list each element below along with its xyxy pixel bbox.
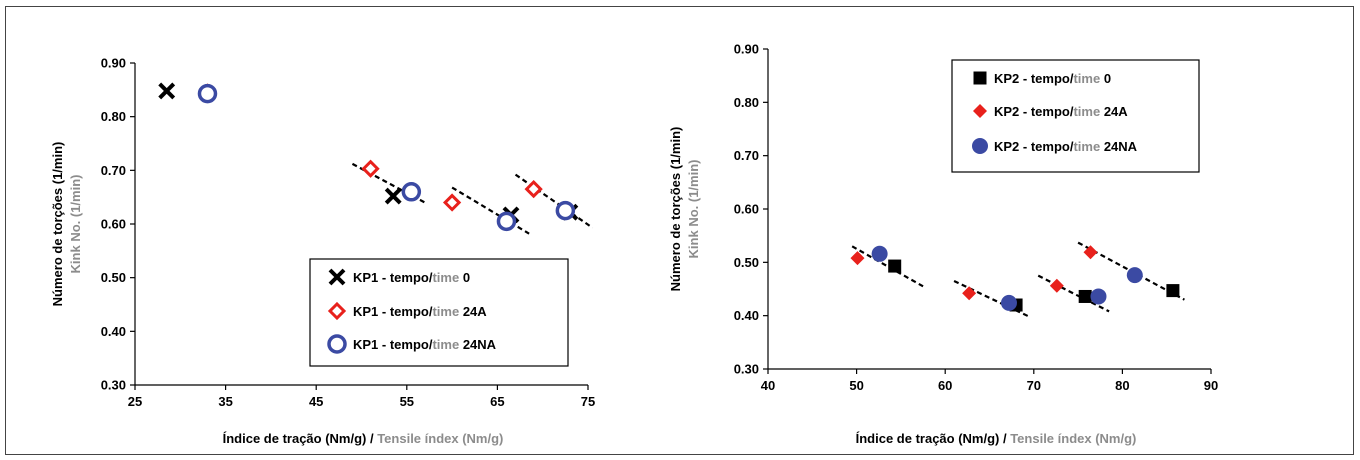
legend-entry-main: KP1 - tempo/ xyxy=(353,304,433,319)
legend-entry-accent: time xyxy=(432,304,459,319)
legend-entry-main: KP2 - tempo/ xyxy=(994,71,1074,86)
legend-entry-tail: 24NA xyxy=(459,337,496,352)
x-tick-label: 45 xyxy=(309,394,323,409)
x-tick-label: 75 xyxy=(581,394,595,409)
legend-entry-accent: time xyxy=(432,270,459,285)
y-tick-label: 0.40 xyxy=(734,308,759,323)
legend-entry-tail: 0 xyxy=(459,270,470,285)
legend-box xyxy=(951,59,1200,173)
legend-entry: KP1 - tempo/time 24A xyxy=(353,304,487,319)
y-axis-label-pt: Número de torções (1/min) xyxy=(668,127,683,292)
x-axis-label: Índice de tração (Nm/g) / Tensile índex … xyxy=(223,431,504,446)
data-point xyxy=(496,211,517,232)
legend-entry-tail: 24A xyxy=(459,304,487,319)
data-point xyxy=(401,182,422,202)
data-point xyxy=(384,187,402,205)
y-tick-label: 0.80 xyxy=(101,109,126,124)
x-tick-label: 60 xyxy=(938,378,952,393)
y-axis-label-pt: Número de torções (1/min) xyxy=(50,142,65,307)
legend-entry-main: KP2 - tempo/ xyxy=(994,104,1074,119)
legend-marker xyxy=(327,334,347,354)
data-point xyxy=(871,245,888,262)
legend-entry-tail: 24A xyxy=(1100,104,1128,119)
x-tick-label: 50 xyxy=(849,378,863,393)
legend-entry-main: KP1 - tempo/ xyxy=(353,337,433,352)
legend-marker xyxy=(327,301,347,321)
data-point xyxy=(1083,245,1098,260)
y-tick-label: 0.30 xyxy=(101,378,126,393)
legend-marker xyxy=(973,104,987,118)
legend-marker xyxy=(972,138,988,154)
legend-marker xyxy=(973,71,987,85)
x-axis-label: Índice de tração (Nm/g) / Tensile índex … xyxy=(856,431,1137,446)
y-tick-label: 0.60 xyxy=(734,202,759,217)
data-point xyxy=(962,286,977,301)
y-axis-label-en: Kink No. (1/min) xyxy=(686,160,701,259)
data-point xyxy=(1000,294,1017,311)
x-tick-label: 70 xyxy=(1027,378,1041,393)
y-tick-label: 0.50 xyxy=(734,255,759,270)
x-tick-label: 90 xyxy=(1204,378,1218,393)
legend-entry-accent: time xyxy=(432,337,459,352)
legend-entry-accent: time xyxy=(1073,71,1100,86)
data-point xyxy=(1078,289,1092,303)
legend-entry: KP2 - tempo/time 0 xyxy=(994,71,1111,86)
data-point xyxy=(442,193,462,212)
figure-frame xyxy=(5,6,1354,455)
x-tick-label: 35 xyxy=(218,394,232,409)
x-tick-label: 40 xyxy=(761,378,775,393)
legend-entry: KP2 - tempo/time 24NA xyxy=(994,139,1138,154)
y-tick-label: 0.70 xyxy=(734,148,759,163)
x-axis-label-pt: Índice de tração (Nm/g) / xyxy=(223,431,378,446)
x-tick-label: 25 xyxy=(128,394,142,409)
data-point xyxy=(524,179,543,199)
legend-entry: KP2 - tempo/time 24A xyxy=(994,104,1128,119)
y-tick-label: 0.80 xyxy=(734,95,759,110)
data-point xyxy=(1126,267,1143,284)
legend-marker xyxy=(328,268,346,286)
data-point xyxy=(361,159,380,178)
legend-entry-accent: time xyxy=(1073,139,1100,154)
chart-kp2: 0.30 0.40 0.50 0.60 0.70 0.80 0.90 40 50 60 70 80 90… xyxy=(668,42,1218,447)
data-point xyxy=(1090,288,1107,305)
data-point xyxy=(888,259,902,273)
y-tick-label: 0.90 xyxy=(101,56,126,71)
y-tick-label: 0.30 xyxy=(734,362,759,377)
data-point xyxy=(850,251,865,266)
y-tick-label: 0.50 xyxy=(101,270,126,285)
chart-kp1: 0.30 0.40 0.50 0.60 0.70 0.80 0.90 25 35 45 55 65 75… xyxy=(50,56,595,447)
legend-box xyxy=(309,258,569,367)
x-tick-label: 80 xyxy=(1115,378,1129,393)
legend-entry-accent: time xyxy=(1073,104,1100,119)
legend-entry-tail: 0 xyxy=(1100,71,1111,86)
data-point xyxy=(1166,284,1180,298)
trendline xyxy=(451,186,530,235)
y-tick-label: 0.40 xyxy=(101,324,126,339)
y-tick-label: 0.90 xyxy=(734,42,759,57)
data-point xyxy=(158,82,176,100)
x-tick-label: 65 xyxy=(490,394,504,409)
trendline xyxy=(1037,274,1110,313)
legend-entry-main: KP2 - tempo/ xyxy=(994,139,1074,154)
legend-entry: KP1 - tempo/time 24NA xyxy=(353,337,497,352)
trendline xyxy=(851,245,924,288)
x-axis-label-en: Tensile índex (Nm/g) xyxy=(1010,431,1136,446)
y-axis-label-en: Kink No. (1/min) xyxy=(68,175,83,274)
legend-entry-main: KP1 - tempo/ xyxy=(353,270,433,285)
y-tick-label: 0.60 xyxy=(101,217,126,232)
x-tick-label: 55 xyxy=(400,394,414,409)
legend-entry: KP1 - tempo/time 0 xyxy=(353,270,470,285)
data-point xyxy=(197,83,218,104)
x-axis-label-pt: Índice de tração (Nm/g) / xyxy=(856,431,1011,446)
legend-entry-tail: 24NA xyxy=(1100,139,1137,154)
x-axis-label-en: Tensile índex (Nm/g) xyxy=(377,431,503,446)
data-point xyxy=(555,200,576,221)
trendline xyxy=(514,173,594,229)
y-tick-label: 0.70 xyxy=(101,163,126,178)
data-point xyxy=(1049,278,1064,293)
